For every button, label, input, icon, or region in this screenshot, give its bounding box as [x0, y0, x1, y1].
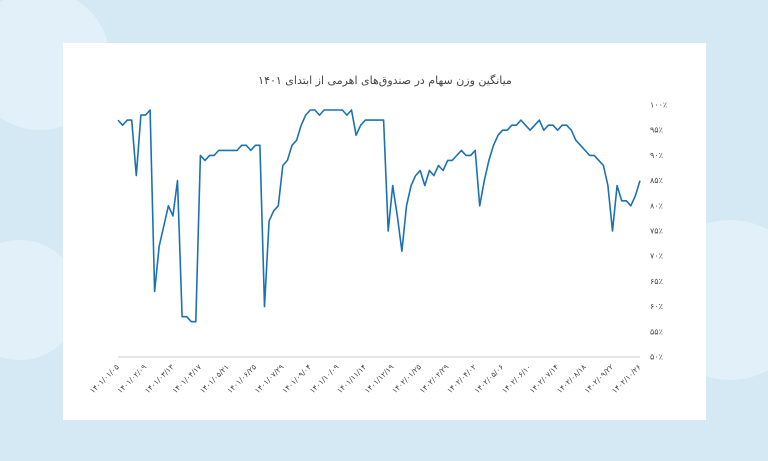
y-tick-label: ۱۰۰٪: [650, 101, 667, 110]
y-tick-label: ۹۵٪: [650, 126, 663, 135]
y-tick-label: ۸۰٪: [650, 201, 663, 210]
y-tick-label: ۶۵٪: [650, 277, 663, 286]
y-tick-label: ۵۵٪: [650, 327, 663, 336]
line: [117, 109, 641, 323]
y-tick-label: ۷۰٪: [650, 252, 663, 261]
y-tick-label: ۶۰٪: [650, 302, 663, 311]
y-tick-label: ۹۰٪: [650, 151, 663, 160]
chart-title: میانگین وزن سهام در صندوق‌های اهرمی از ا…: [258, 74, 512, 87]
y-tick-label: ۵۰٪: [650, 353, 663, 362]
decoration: [0, 240, 80, 360]
y-tick-label: ۷۵٪: [650, 227, 663, 236]
y-tick-label: ۸۵٪: [650, 176, 663, 185]
